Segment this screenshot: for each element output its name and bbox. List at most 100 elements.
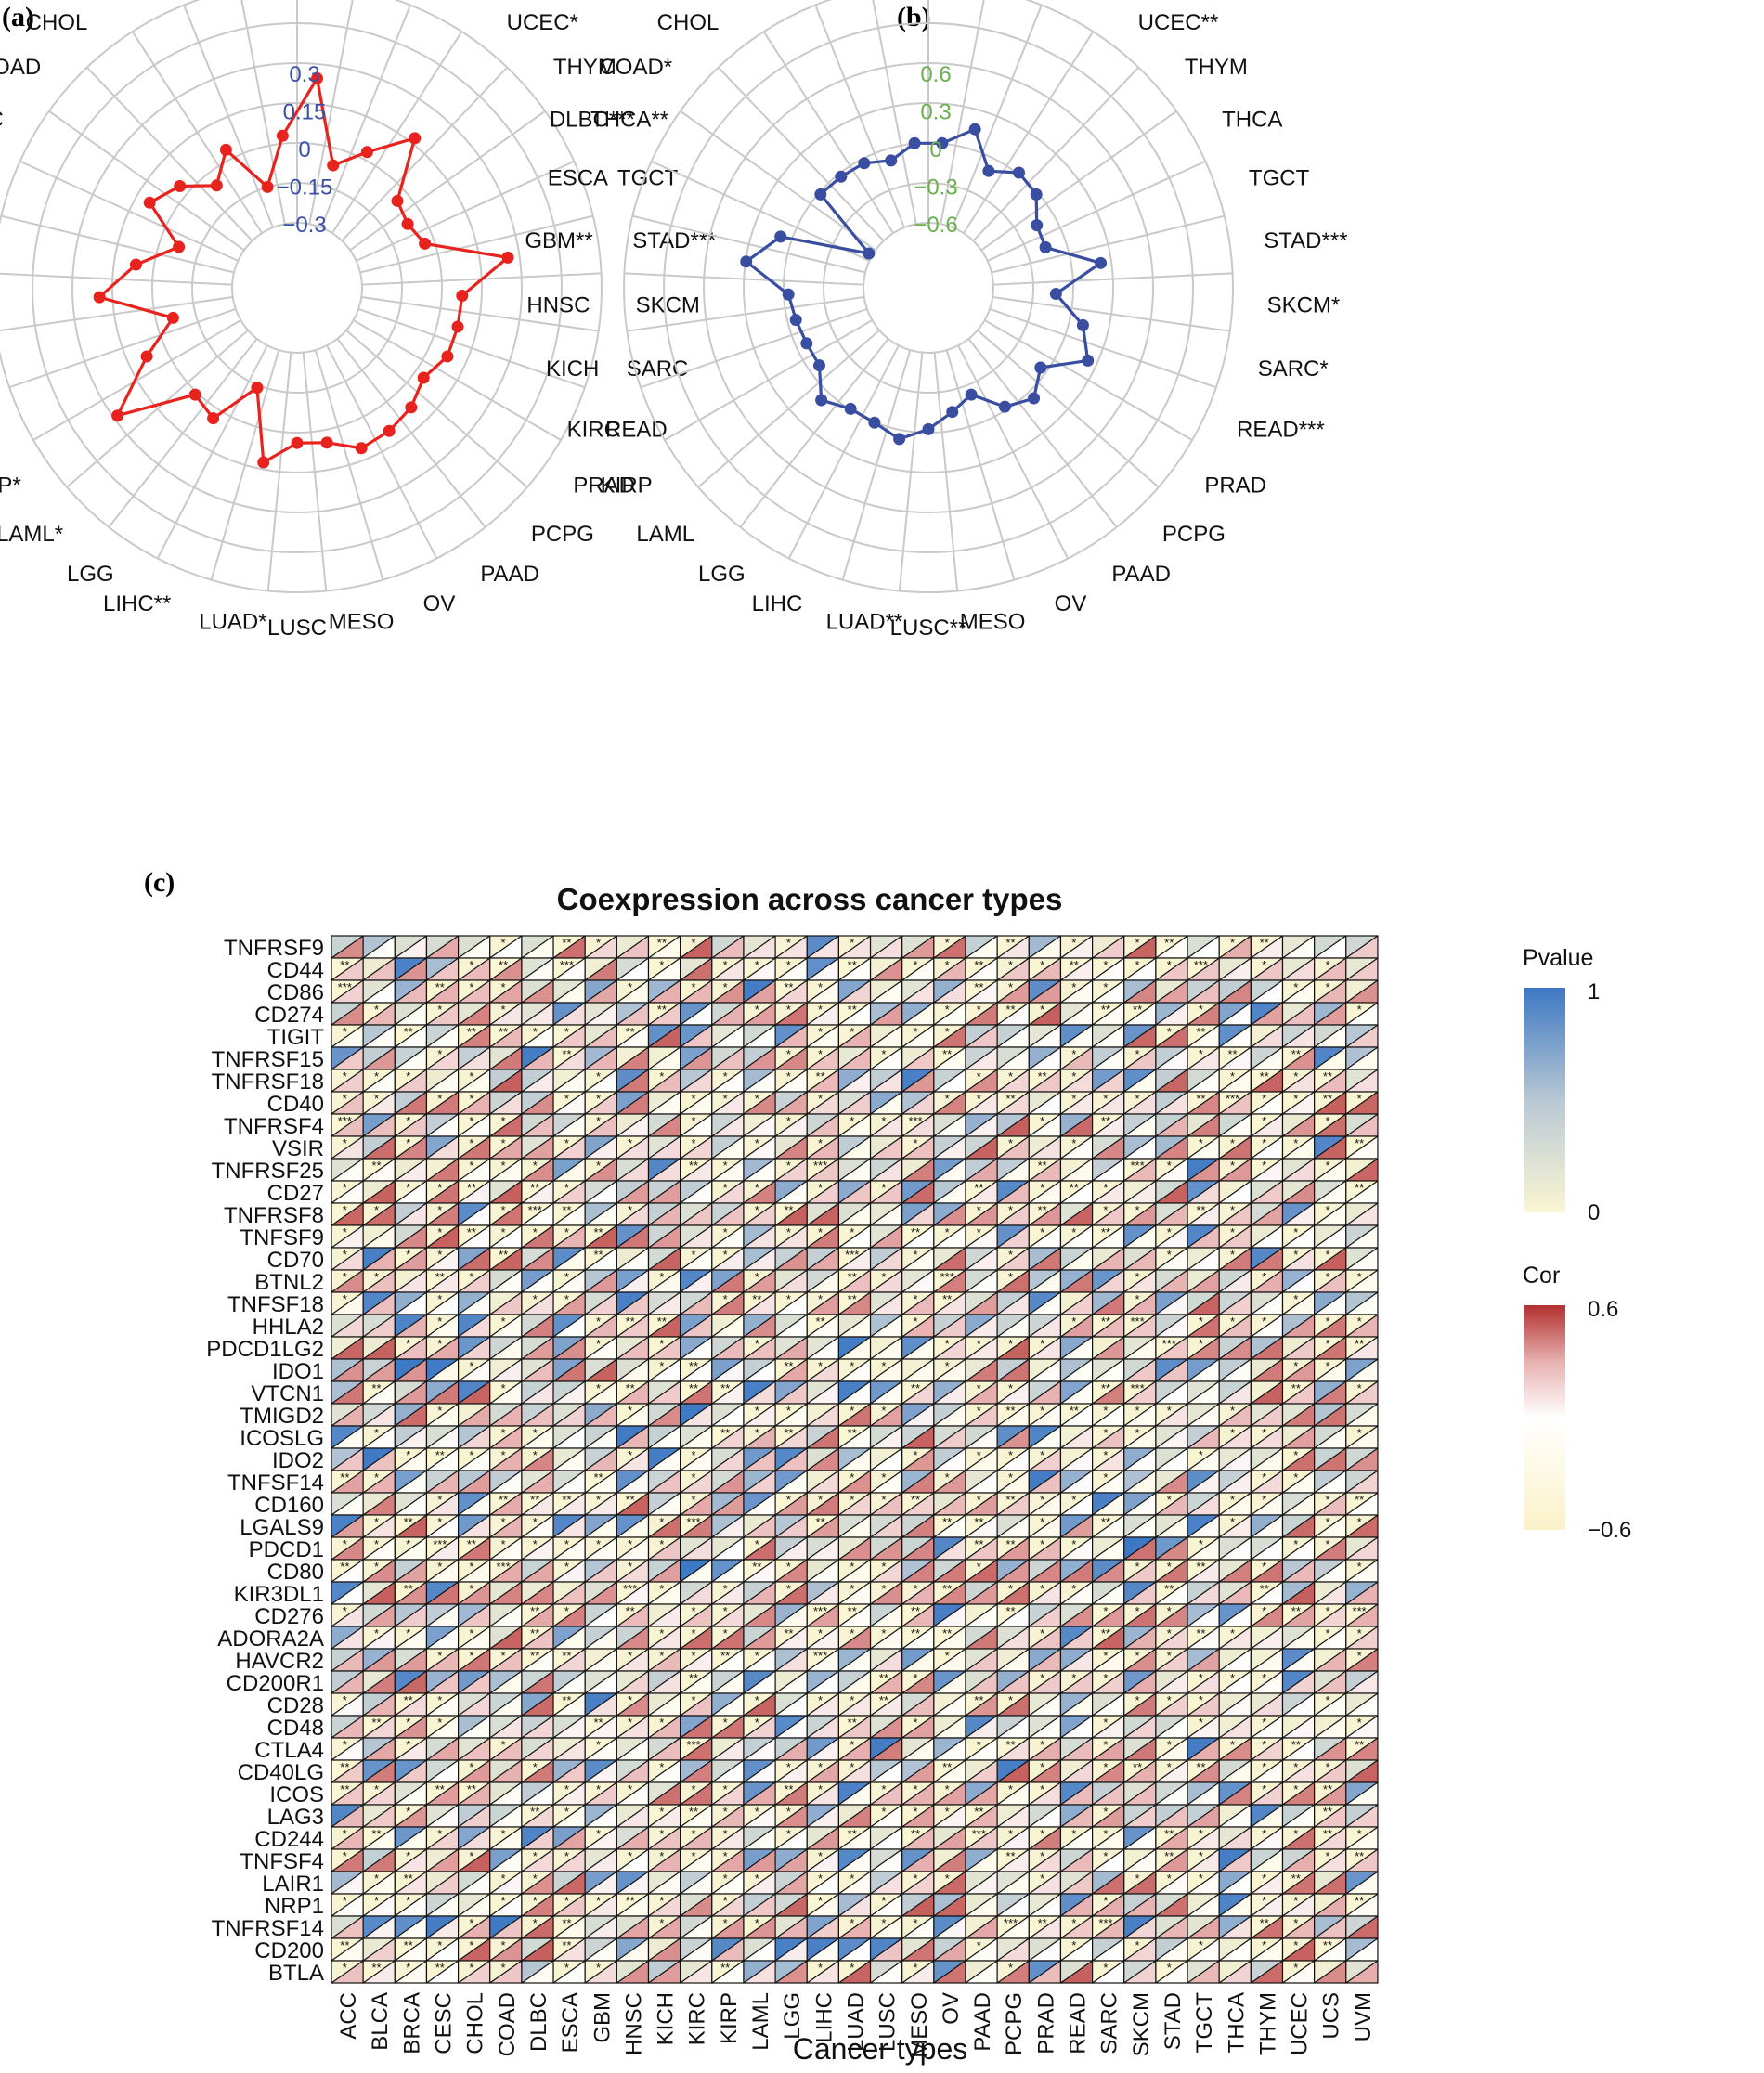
significance-mark: * [818,1626,823,1640]
radar-point [835,170,848,183]
heatmap-cell [1155,1915,1188,1939]
heatmap-cell [584,1425,617,1449]
heatmap-cell [1059,1893,1094,1917]
heatmap-cell: * [1314,1514,1347,1538]
heatmap-cell [1155,979,1188,1004]
heatmap-cell: * [933,1648,966,1672]
significance-mark: * [1040,1493,1044,1507]
heatmap-cell: * [711,979,745,1004]
heatmap-cell [331,1403,364,1427]
heatmap-cell [869,1937,903,1962]
heatmap-cell: * [806,1180,840,1204]
significance-mark: * [596,1092,601,1106]
heatmap-row-label: CD276 [254,1604,324,1629]
heatmap-cell [647,979,681,1004]
heatmap-cell: * [1281,1069,1316,1093]
heatmap-cell [1314,1670,1347,1694]
heatmap-cell [1314,1135,1347,1160]
heatmap-cell: * [1091,1403,1125,1427]
heatmap-cell: * [1218,1492,1252,1516]
heatmap-cell [362,1581,396,1605]
heatmap-cell [933,1692,966,1717]
heatmap-cell [1250,1692,1284,1717]
heatmap-cell [1345,1291,1379,1315]
radar-category-label: SKCM* [1267,292,1341,317]
significance-mark: * [406,1136,410,1150]
radar-point [982,164,995,177]
significance-mark: * [691,1782,695,1796]
heatmap-cell: * [1281,979,1316,1004]
radar-category-label: THCA [1222,108,1282,133]
radar-category-label: LGG [67,562,114,587]
heatmap-cell [1091,1536,1125,1561]
significance-mark: * [1357,1003,1362,1017]
heatmap-cell: ** [1091,1224,1125,1249]
heatmap-cell: ** [616,1603,650,1627]
heatmap-cell: ** [1314,1091,1347,1115]
heatmap-cell: * [458,1091,491,1115]
heatmap-cell [552,1470,586,1494]
significance-mark: * [596,1114,601,1128]
heatmap-cell [362,1247,396,1271]
heatmap-legends: Pvalue 1 0 Cor 0.6 −0.6 [1523,945,1631,1543]
heatmap-cell: * [1187,1314,1220,1338]
significance-mark: ** [1101,1515,1110,1529]
heatmap-cell [1218,1291,1252,1315]
heatmap-cell [774,1937,808,1962]
heatmap-row-label: HAVCR2 [235,1649,324,1674]
heatmap-cell [711,1024,745,1048]
heatmap-row-label: TNFRSF18 [212,1069,324,1095]
significance-mark: * [1103,1604,1108,1618]
heatmap-cell: * [362,1069,396,1093]
heatmap-cell [743,1626,776,1650]
heatmap-cell: ** [1091,1626,1125,1650]
significance-mark: ** [911,1493,920,1507]
radar-category-label: TGCT [1249,166,1310,191]
heatmap-cell: * [1028,1336,1062,1360]
significance-mark: * [1008,1381,1013,1395]
heatmap-cell [425,1581,460,1605]
heatmap-cell: * [1091,957,1125,981]
radar-point [1049,288,1062,301]
heatmap-cell [680,1269,713,1293]
radar-point [451,320,464,333]
significance-mark: * [786,1114,791,1128]
heatmap-cell [1218,1470,1252,1494]
radar-point [401,217,414,230]
heatmap-cell: * [647,1826,681,1850]
heatmap-cell [1345,979,1379,1004]
heatmap-cell: ** [1281,1046,1316,1070]
heatmap-cell [1059,1737,1094,1761]
significance-mark: * [501,1114,506,1128]
significance-mark: *** [813,1604,827,1618]
radar-tick-label: −0.15 [277,175,333,201]
heatmap-cell: * [743,1269,776,1293]
heatmap-cell [331,1871,364,1895]
significance-mark: *** [528,1203,542,1217]
heatmap-cell: * [869,1269,903,1293]
heatmap-cell [680,1202,713,1226]
heatmap-cell [552,1314,586,1338]
significance-mark: * [659,1515,664,1529]
heatmap-cell [680,1581,713,1605]
heatmap-cell [1187,1781,1220,1806]
significance-mark: * [850,1738,854,1752]
radar-tick-label: 0.6 [920,62,951,87]
heatmap-cell: * [647,1626,681,1650]
heatmap-cell: ** [680,1804,713,1828]
heatmap-cell: ** [1155,1581,1188,1605]
radar-point [1095,256,1108,269]
heatmap-cell [521,1336,554,1360]
significance-mark: * [818,1181,823,1195]
significance-mark: * [469,1560,473,1574]
heatmap-cell: * [489,1536,523,1561]
significance-mark: * [945,1872,950,1885]
heatmap-row-label: NRP1 [265,1894,324,1919]
heatmap-cell: * [1314,1202,1347,1226]
significance-mark: * [1262,1782,1266,1796]
heatmap-cell: * [362,1002,396,1026]
heatmap-cell [1218,1581,1252,1605]
significance-mark: * [914,1025,918,1039]
heatmap-cell: * [743,1804,776,1828]
heatmap-cell: * [521,1291,554,1315]
